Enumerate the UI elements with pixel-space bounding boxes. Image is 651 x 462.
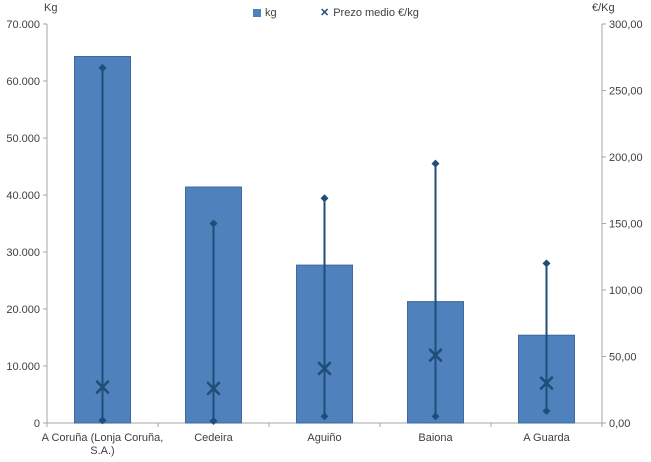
kg-series-swatch-icon [253,9,261,17]
price-mean-x-marker [95,380,110,394]
left-axis-title: Kg [44,2,58,14]
legend-label-prezo-medio: Prezo medio €/kg [333,7,419,19]
legend-item-kg: kg [253,7,277,19]
left-axis-tick-label: 20.000 [6,304,40,316]
category-label: Baiona [418,432,453,444]
price-mean-x-marker [428,348,443,362]
price-mean-x-marker [206,381,221,396]
price-min-marker [431,412,440,421]
category-label: A Guarda [523,432,570,444]
legend-label-kg: kg [265,7,277,19]
right-axis-tick-label: 50,00 [609,352,637,364]
left-axis-tick-label: 70.000 [6,19,40,31]
left-axis-tick-label: 10.000 [6,361,40,373]
category-label: Aguiño [307,432,341,444]
right-axis-title: €/Kg [592,2,615,14]
left-axis-tick-label: 50.000 [6,133,40,145]
right-axis-tick-label: 200,00 [609,152,643,164]
price-min-marker [98,416,107,425]
price-mean-x-marker [539,376,554,390]
right-axis-tick-label: 100,00 [609,285,643,297]
price-min-marker [542,407,551,416]
right-axis-tick-label: 150,00 [609,219,643,231]
price-min-marker [320,412,329,421]
price-mean-x-marker [317,361,332,376]
x-marker-icon: ✕ [320,6,330,19]
price-max-marker [209,219,218,228]
price-max-marker [431,159,440,168]
left-axis-tick-label: 0 [34,418,40,430]
category-label: S.A.) [90,445,114,457]
price-max-marker [98,63,107,72]
right-axis-tick-label: 0,00 [609,418,630,430]
price-max-marker [320,194,329,203]
left-axis-tick-label: 40.000 [6,190,40,202]
category-label: A Coruña (Lonja Coruña, [42,432,164,444]
price-min-marker [209,417,218,426]
left-axis-tick-label: 30.000 [6,247,40,259]
right-axis-tick-label: 300,00 [609,19,643,31]
category-label: Cedeira [194,432,233,444]
left-axis-tick-label: 60.000 [6,76,40,88]
right-axis-tick-label: 250,00 [609,86,643,98]
legend-item-prezo-medio: ✕ Prezo medio €/kg [320,7,419,19]
price-max-marker [542,259,551,268]
